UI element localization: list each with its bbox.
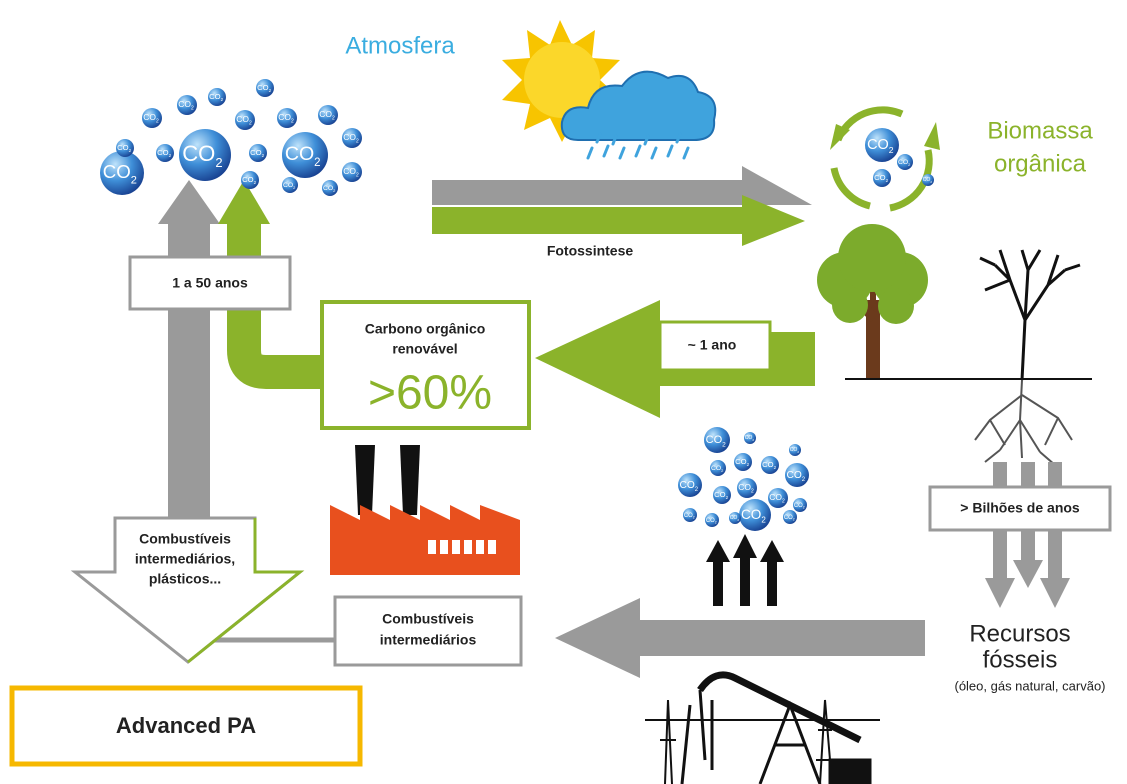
co2-symbol: CO — [745, 435, 753, 441]
products-label: plásticos... — [149, 571, 221, 587]
co2-symbol: CO — [285, 143, 314, 165]
co2-symbol: CO — [874, 173, 886, 182]
co2-symbol: CO — [182, 141, 215, 166]
co2-symbol: CO — [898, 159, 908, 166]
co2-symbol: CO — [278, 112, 291, 122]
biomass-time-label: ~ 1 ano — [688, 337, 737, 353]
cycle-time-label: 1 a 50 anos — [172, 275, 248, 291]
co2-subscript: 2 — [793, 517, 795, 521]
co2-symbol: CO — [735, 457, 747, 466]
co2-subscript: 2 — [722, 441, 726, 448]
co2-symbol: CO — [794, 503, 803, 509]
biomass-label: Biomassa — [987, 117, 1093, 144]
co2-symbol: CO — [209, 92, 221, 101]
dead-tree — [980, 250, 1080, 380]
gray-up-head — [158, 180, 220, 224]
co2-symbol: CO — [157, 148, 169, 157]
co2-symbol: CO — [242, 175, 254, 184]
co2-subscript: 2 — [332, 116, 335, 122]
co2-symbol: CO — [711, 465, 721, 472]
co2-symbol: CO — [143, 112, 156, 122]
factory — [330, 445, 520, 575]
co2-subscript: 2 — [156, 119, 159, 125]
co2-symbol: CO — [250, 148, 262, 157]
co2-symbol: CO — [236, 114, 249, 124]
renewable-label: renovável — [392, 341, 457, 357]
renewable-label: Carbono orgânico — [365, 321, 486, 337]
products-label: Combustíveis — [139, 531, 231, 547]
emission-arrows — [706, 534, 784, 606]
co2-subscript: 2 — [693, 515, 695, 519]
renewable-share: >60% — [368, 367, 492, 420]
co2-symbol: CO — [319, 109, 332, 119]
fossil-time-label: > Bilhões de anos — [960, 500, 1080, 516]
co2-subscript: 2 — [356, 139, 359, 145]
co2-symbol: CO — [784, 515, 793, 521]
co2-symbol: CO — [738, 482, 751, 492]
oil-pump — [645, 675, 880, 784]
co2-symbol: CO — [923, 177, 931, 183]
co2-symbol: CO — [706, 434, 723, 446]
co2-subscript: 2 — [314, 157, 320, 169]
co2-subscript: 2 — [249, 121, 252, 127]
co2-subscript: 2 — [291, 119, 294, 125]
fossil-arrow — [555, 598, 925, 678]
recycle-arc — [834, 168, 870, 206]
co2-symbol: CO — [103, 161, 131, 182]
roots — [975, 380, 1072, 465]
co2-subscript: 2 — [803, 505, 805, 509]
co2-subscript: 2 — [215, 156, 222, 171]
co2-symbol: CO — [730, 515, 738, 521]
brand-label: Advanced PA — [116, 713, 256, 738]
co2-symbol: CO — [323, 185, 333, 192]
products-label: intermediários, — [135, 551, 235, 567]
intermediates-label: intermediários — [380, 632, 477, 648]
fossil-arrows — [985, 462, 1070, 608]
photosynthesis-label: Fotossintese — [547, 243, 634, 259]
biomass-label: orgânica — [994, 150, 1087, 177]
co2-symbol: CO — [714, 490, 726, 499]
co2-symbol: CO — [741, 507, 761, 522]
co2-symbol: CO — [257, 83, 269, 92]
co2-subscript: 2 — [889, 145, 894, 155]
co2-symbol: CO — [706, 518, 715, 524]
co2-symbol: CO — [786, 470, 801, 481]
fossil-note: (óleo, gás natural, carvão) — [954, 678, 1105, 693]
co2-subscript: 2 — [761, 516, 766, 525]
recycle-head — [924, 122, 940, 150]
fossil-label: fósseis — [983, 646, 1058, 673]
co2-symbol: CO — [762, 460, 774, 469]
co2-subscript: 2 — [356, 173, 359, 179]
co2-symbol: CO — [343, 166, 356, 176]
co2-subscript: 2 — [131, 175, 137, 187]
co2-subscript: 2 — [782, 499, 785, 505]
co2-subscript: 2 — [715, 520, 717, 524]
fossil-label: Recursos — [969, 620, 1070, 647]
co2-symbol: CO — [343, 132, 356, 142]
co2-symbol: CO — [178, 99, 191, 109]
co2-symbol: CO — [679, 480, 694, 491]
co2-symbol: CO — [867, 137, 889, 153]
photosynthesis-arrow-gray — [432, 166, 812, 205]
page: {"atmosphere": {"label": "Atmosfera"}, "… — [0, 0, 1127, 784]
co2-subscript: 2 — [191, 106, 194, 112]
co2-symbol: CO — [790, 447, 798, 453]
co2-subscript: 2 — [751, 489, 754, 495]
co2-symbol: CO — [769, 492, 782, 502]
co2-symbol: CO — [117, 143, 129, 152]
co2-symbol: CO — [684, 513, 693, 519]
atmosphere-label: Atmosfera — [345, 32, 455, 59]
co2-symbol: CO — [283, 182, 293, 189]
diagram: Atmosfera Biomassa orgânica Fotossintese… — [0, 0, 1127, 784]
intermediates-label: Combustíveis — [382, 611, 474, 627]
